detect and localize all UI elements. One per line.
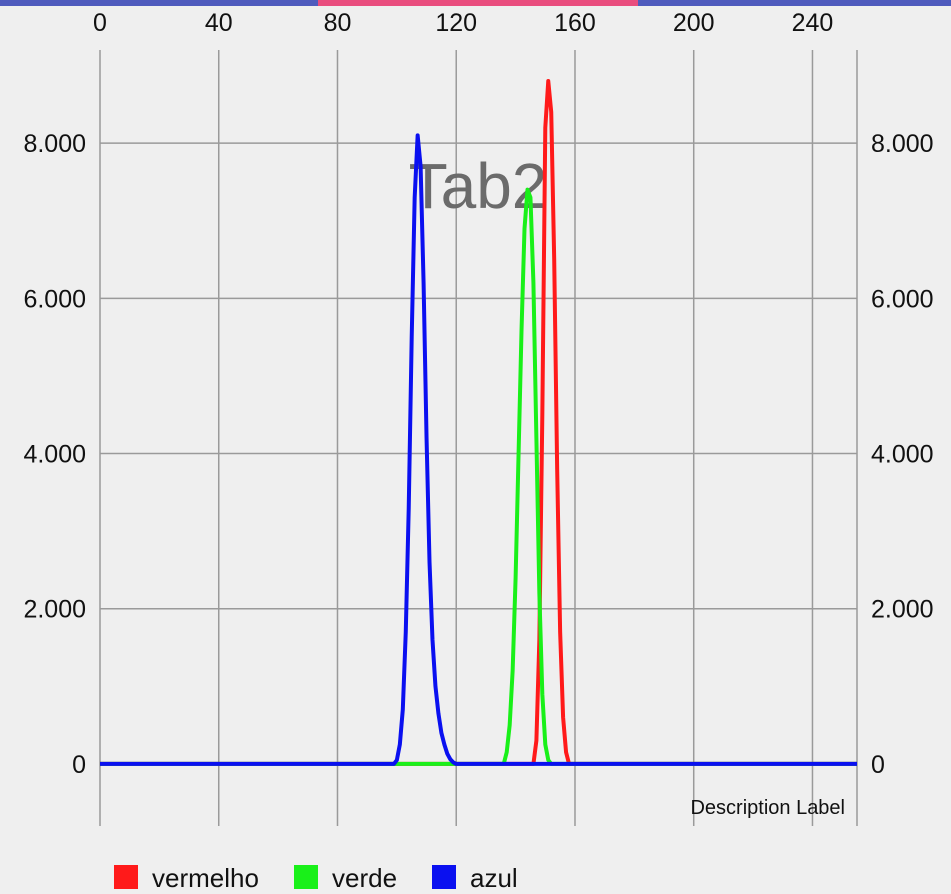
tab-indicator-bar bbox=[0, 0, 951, 6]
x-tick-label: 200 bbox=[673, 9, 715, 37]
legend-swatch-vermelho bbox=[114, 865, 138, 889]
series-line-verde bbox=[100, 187, 857, 766]
legend-label-azul: azul bbox=[470, 863, 518, 893]
x-tick-label: 0 bbox=[93, 9, 107, 37]
y-tick-label-left: 4.000 bbox=[23, 441, 86, 469]
x-tick-label: 240 bbox=[792, 9, 834, 37]
y-tick-label-right: 4.000 bbox=[871, 441, 934, 469]
legend-label-verde: verde bbox=[332, 863, 397, 893]
y-tick-label-left: 2.000 bbox=[23, 596, 86, 624]
y-tick-label-right: 8.000 bbox=[871, 130, 934, 158]
x-tick-label: 120 bbox=[435, 9, 477, 37]
series-line-azul bbox=[100, 133, 857, 766]
tab-tab1[interactable] bbox=[0, 0, 318, 6]
y-tick-label-right: 0 bbox=[871, 751, 885, 779]
x-tick-label: 40 bbox=[205, 9, 233, 37]
legend-swatch-verde bbox=[294, 865, 318, 889]
y-tick-label-right: 2.000 bbox=[871, 596, 934, 624]
description-label: Description Label bbox=[690, 797, 845, 819]
legend-swatch-azul bbox=[432, 865, 456, 889]
y-tick-label-left: 0 bbox=[72, 751, 86, 779]
y-tick-label-left: 6.000 bbox=[23, 285, 86, 313]
tab-tab2[interactable] bbox=[318, 0, 638, 6]
x-tick-label: 160 bbox=[554, 9, 596, 37]
y-tick-label-left: 8.000 bbox=[23, 130, 86, 158]
legend-label-vermelho: vermelho bbox=[152, 863, 259, 893]
tab-tab3[interactable] bbox=[638, 0, 951, 6]
y-tick-label-right: 6.000 bbox=[871, 285, 934, 313]
series-line-vermelho bbox=[100, 79, 857, 766]
x-tick-label: 80 bbox=[324, 9, 352, 37]
